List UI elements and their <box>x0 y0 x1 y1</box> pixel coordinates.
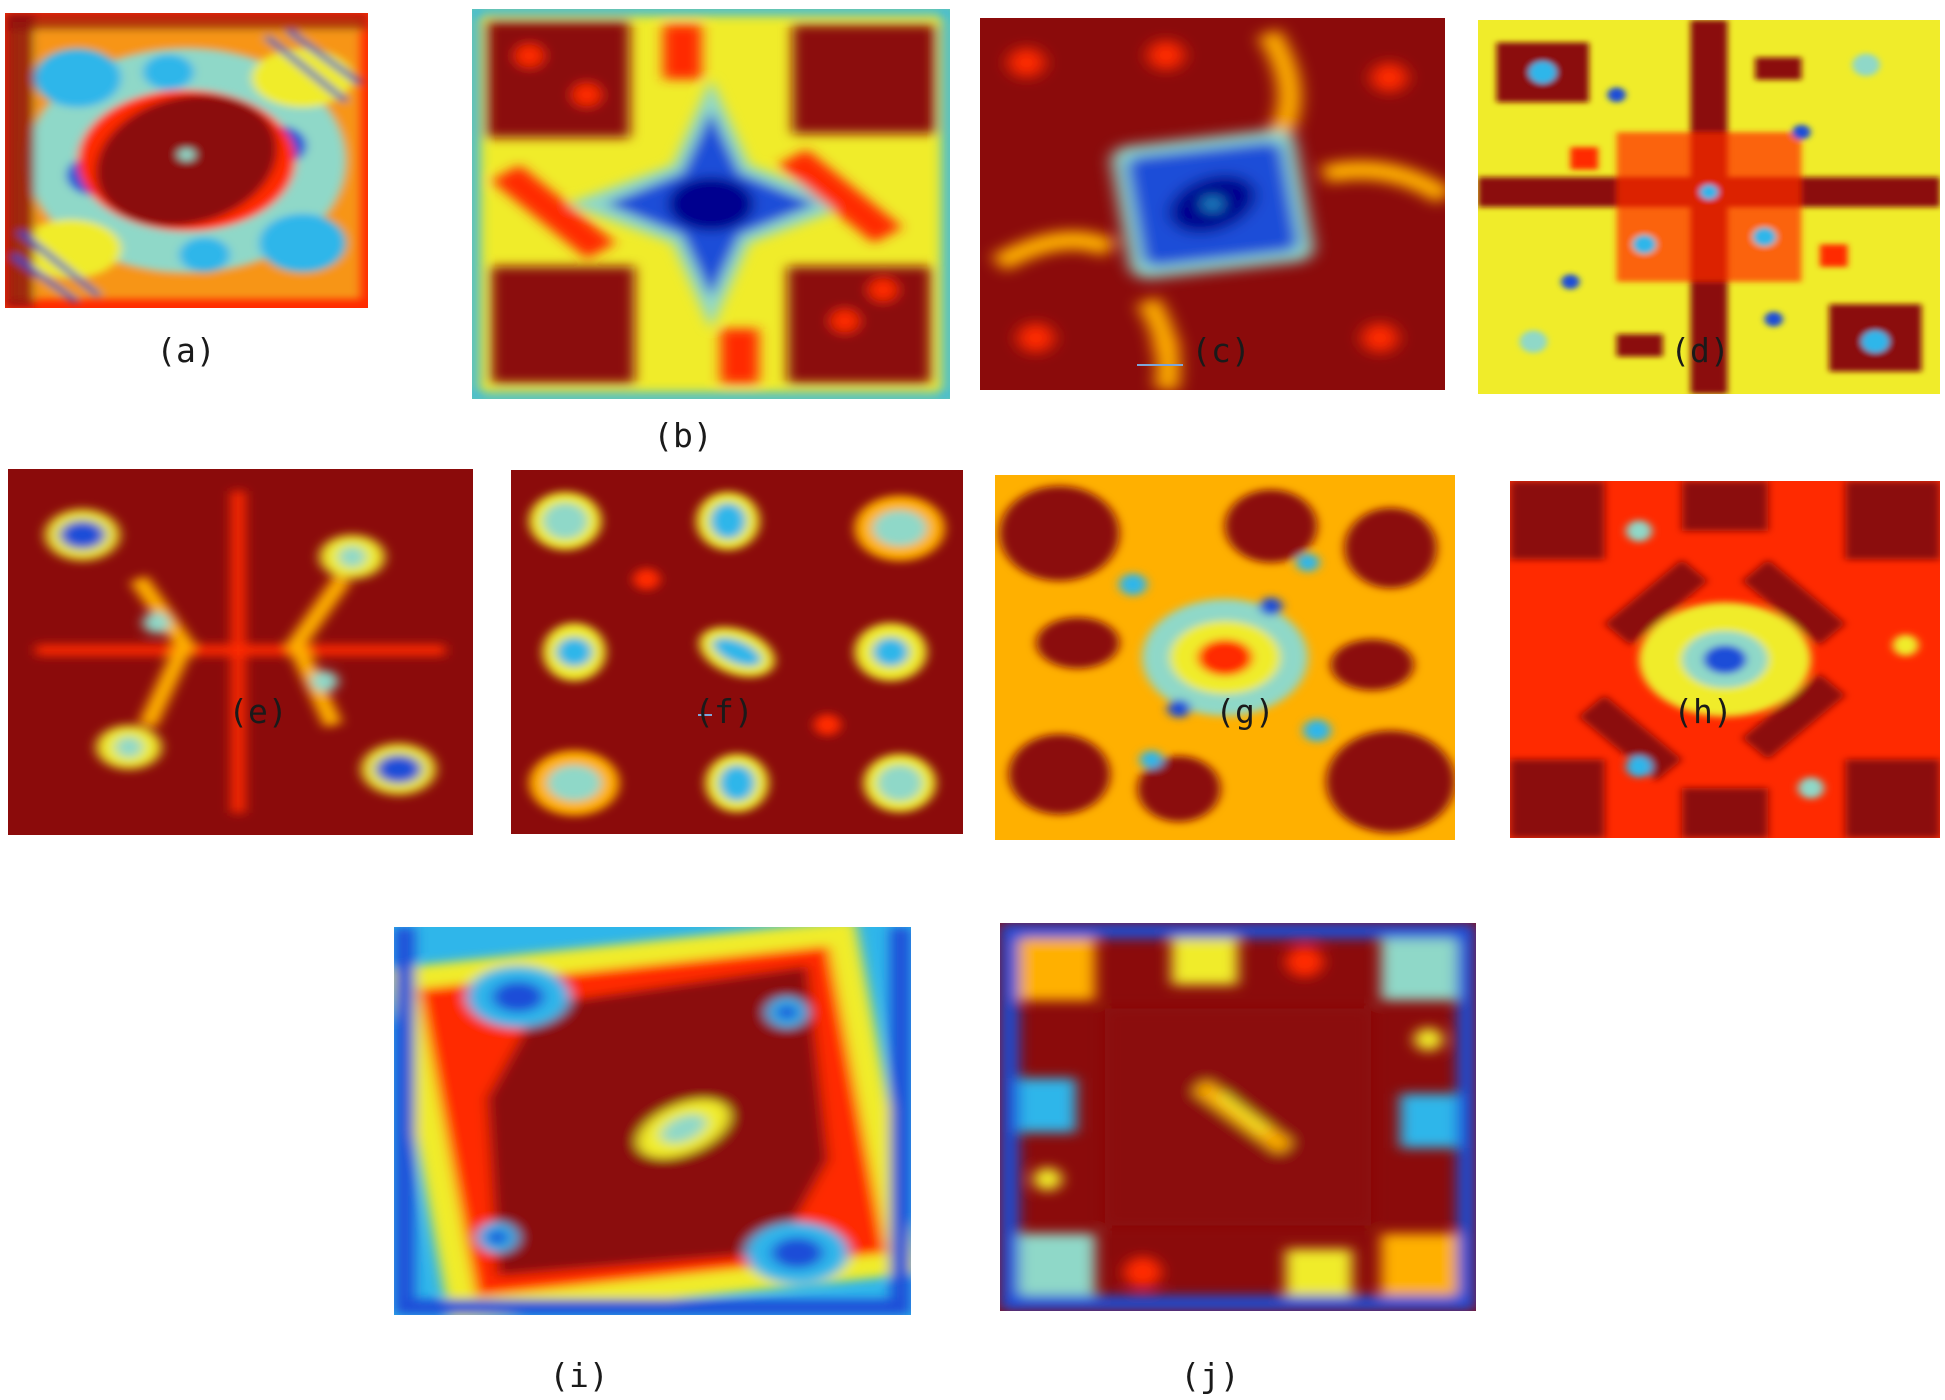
panel-f-caption-mark <box>698 714 712 716</box>
panel-f-image <box>511 470 963 834</box>
panel-i-caption: (i) <box>549 1356 609 1395</box>
panel-g-image <box>995 475 1455 840</box>
panel-a-caption: (a) <box>156 331 216 370</box>
panel-e-caption: (e) <box>228 692 288 731</box>
panel-i-image <box>394 927 911 1315</box>
panel-j-image <box>1000 923 1476 1311</box>
panel-g-caption: (g) <box>1215 692 1275 731</box>
panel-a-image <box>5 13 368 308</box>
panel-c-image <box>980 18 1445 390</box>
panel-f-caption: (f) <box>694 692 754 731</box>
panel-c-caption-mark <box>1137 364 1183 366</box>
panel-h-caption: (h) <box>1673 692 1733 731</box>
panel-h-image <box>1510 481 1940 838</box>
panel-d-image <box>1478 20 1940 394</box>
panel-d-caption: (d) <box>1670 331 1730 370</box>
panel-e-image <box>8 469 473 835</box>
panel-b-image <box>472 9 950 399</box>
panel-b-caption: (b) <box>653 416 713 455</box>
panel-c-caption: (c) <box>1191 331 1251 370</box>
panel-j-caption: (j) <box>1180 1356 1240 1395</box>
